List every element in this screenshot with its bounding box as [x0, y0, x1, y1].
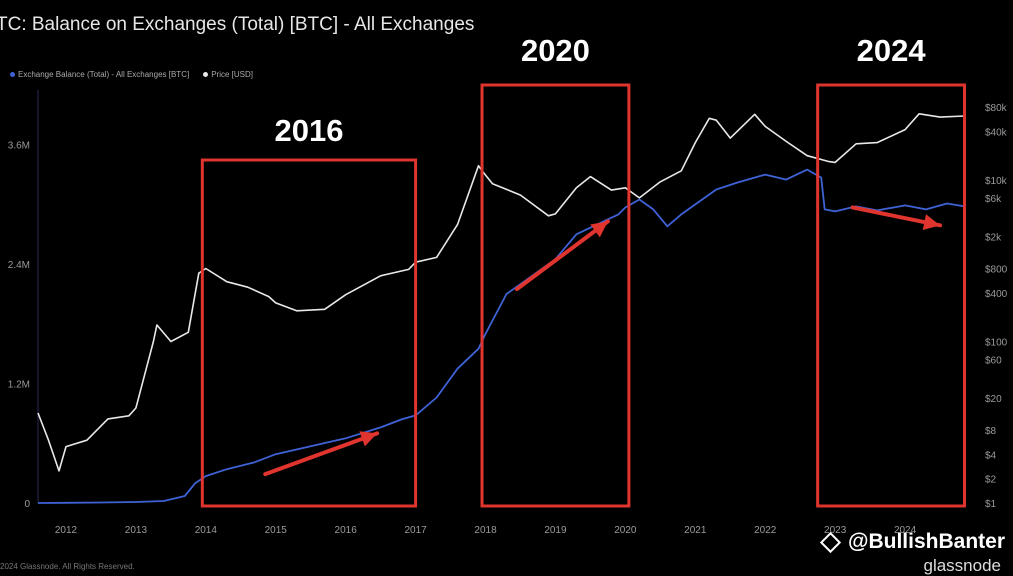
highlight-label-2016: 2016: [274, 113, 343, 148]
y-right-tick-label-40k: $40k: [985, 127, 1008, 138]
x-tick-label-2020: 2020: [614, 525, 637, 536]
y-right-tick-label-10k: $10k: [985, 176, 1008, 187]
y-right-tick-label-1: $1: [985, 499, 997, 510]
series-line-price: [37, 113, 965, 472]
legend: Exchange Balance (Total) - All Exchanges…: [10, 70, 253, 79]
highlight-box-2016: [200, 158, 418, 508]
legend-label-balance: Exchange Balance (Total) - All Exchanges…: [18, 70, 190, 79]
brand-logo-text: glassnode: [923, 556, 1001, 575]
y-right-tick-label-8: $8: [985, 426, 997, 437]
trend-arrow-head-1: [359, 431, 378, 447]
copyright-footer: 2024 Glassnode. All Rights Reserved.: [0, 562, 135, 571]
x-tick-label-2024: 2024: [894, 525, 917, 536]
x-tick-label-2012: 2012: [55, 525, 78, 536]
y-right-tick-label-100: $100: [985, 337, 1008, 348]
watermark-text: @BullishBanter: [848, 530, 1005, 553]
trend-arrow-1: [263, 431, 380, 477]
y-right-tick-label-800: $800: [985, 265, 1008, 276]
x-tick-label-2022: 2022: [754, 525, 777, 536]
y-right-tick-label-80k: $80k: [985, 103, 1008, 114]
y-left-tick-label-1.2M: 1.2M: [8, 380, 30, 391]
y-right-tick-label-6k: $6k: [985, 194, 1002, 205]
y-right-tick-label-400: $400: [985, 289, 1008, 300]
legend-label-price: Price [USD]: [211, 70, 253, 79]
x-tick-label-2016: 2016: [335, 525, 358, 536]
x-tick-label-2023: 2023: [824, 525, 847, 536]
legend-dot-price: [203, 72, 209, 77]
x-tick-label-2015: 2015: [265, 525, 288, 536]
highlight-box-2020: [480, 83, 631, 508]
y-left-tick-label-2.4M: 2.4M: [8, 260, 30, 271]
y-left-tick-label-0: 0: [24, 499, 30, 510]
x-tick-label-2017: 2017: [404, 525, 427, 536]
legend-item-price: Price [USD]: [203, 70, 253, 79]
y-right-tick-label-20: $20: [985, 394, 1002, 405]
legend-item-balance: Exchange Balance (Total) - All Exchanges…: [10, 70, 189, 79]
series-line-balance: [37, 168, 965, 504]
x-tick-label-2014: 2014: [195, 525, 218, 536]
chart-title: TC: Balance on Exchanges (Total) [BTC] -…: [0, 14, 475, 35]
trend-arrow-head-2: [590, 221, 608, 238]
x-tick-label-2013: 2013: [125, 525, 148, 536]
highlight-label-2024: 2024: [857, 33, 927, 68]
trend-arrow-2: [514, 219, 610, 292]
x-tick-label-2019: 2019: [544, 525, 567, 536]
x-tick-label-2018: 2018: [474, 525, 497, 536]
y-left-tick-label-3.6M: 3.6M: [8, 141, 30, 152]
y-right-tick-label-4: $4: [985, 450, 997, 461]
binance-diamond-icon: [819, 531, 842, 553]
highlight-label-2020: 2020: [521, 33, 590, 68]
legend-dot-balance: [10, 72, 15, 77]
y-right-tick-label-60: $60: [985, 355, 1002, 366]
y-right-tick-label-2: $2: [985, 475, 997, 486]
x-tick-label-2021: 2021: [684, 525, 707, 536]
y-right-tick-label-2k: $2k: [985, 232, 1002, 243]
highlight-box-2024: [816, 83, 967, 508]
watermark: @BullishBanter: [819, 530, 1005, 554]
trend-arrow-head-3: [922, 214, 941, 230]
